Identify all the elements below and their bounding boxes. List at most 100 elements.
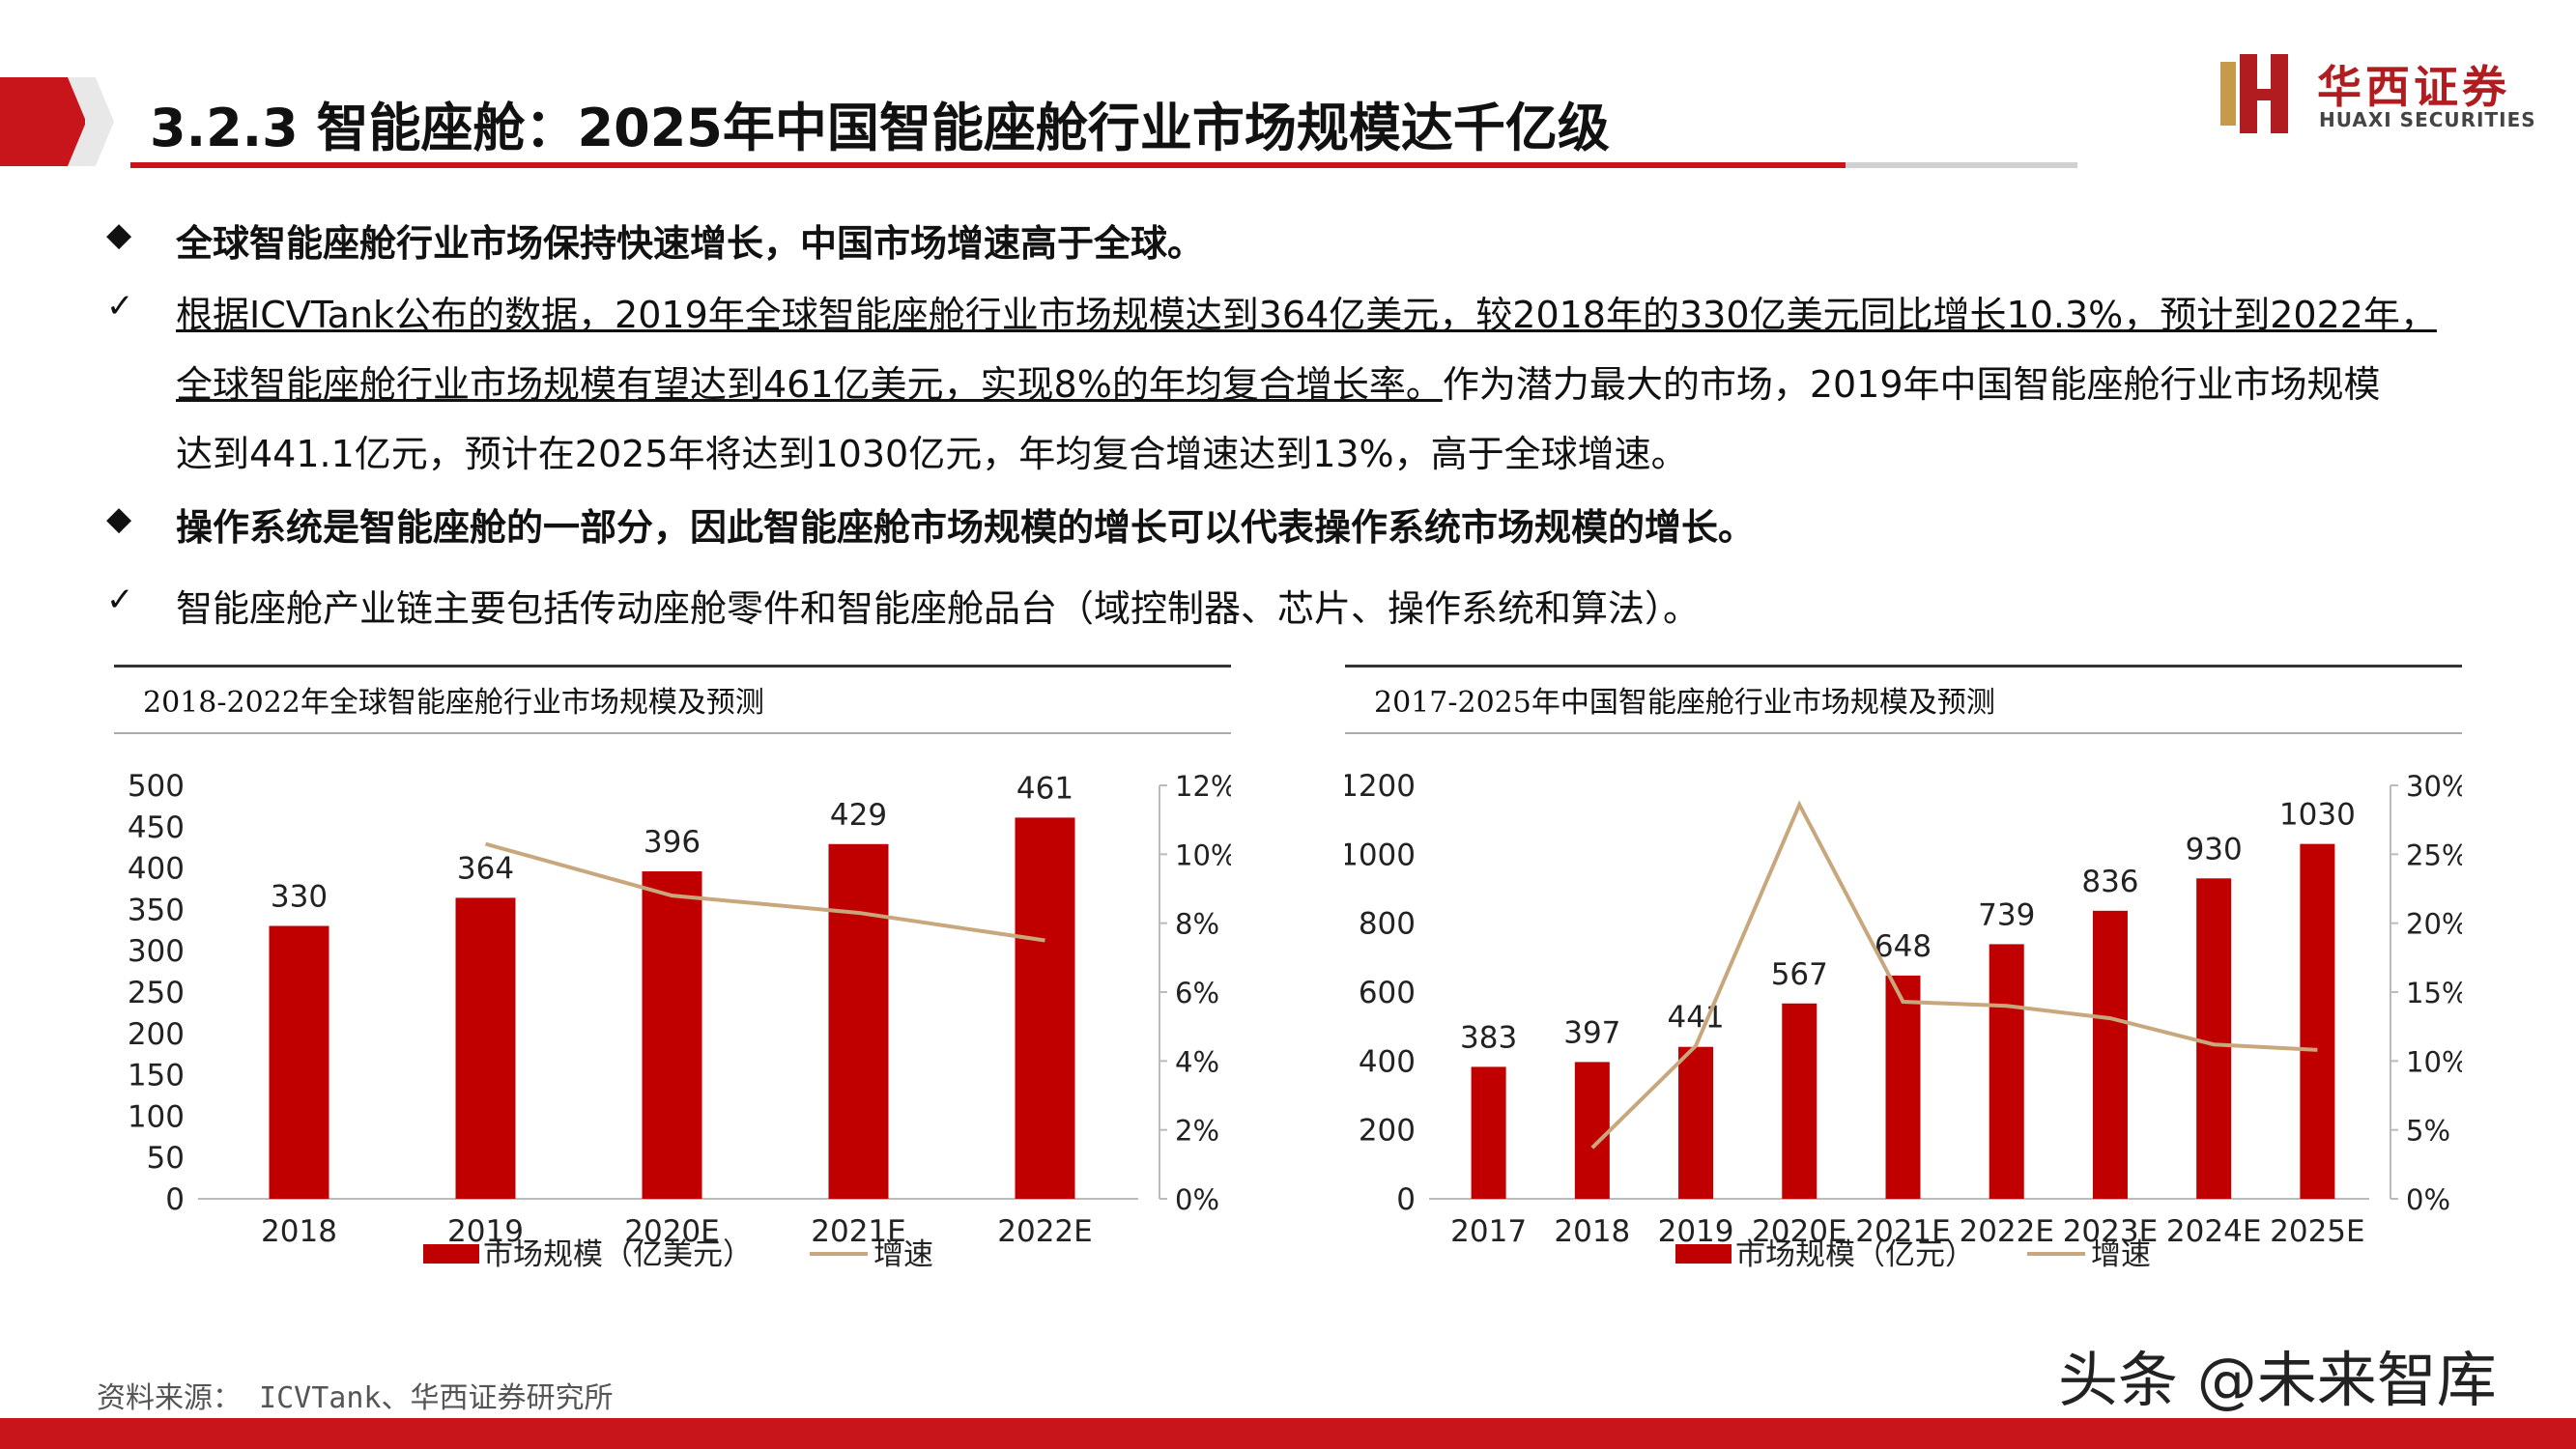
y-tick-label: 200	[1359, 1114, 1416, 1149]
y-tick-label: 400	[128, 852, 185, 887]
logo-text-cn: 华西证券	[2317, 61, 2510, 113]
x-tick-label: 2022E	[997, 1214, 1092, 1249]
y2-tick-label: 15%	[2406, 977, 2462, 1009]
title-underline	[130, 162, 1846, 168]
bar-value-label: 383	[1460, 1020, 1517, 1055]
y-tick-label: 100	[128, 1099, 185, 1134]
y2-tick-label: 8%	[1175, 908, 1219, 941]
bar	[828, 843, 889, 1199]
y-tick-label: 350	[128, 893, 185, 927]
chart-plot: 0 50 100 150 200 250 300 350 400 450 500 0% 2% 4% 6% 8%…	[128, 769, 1231, 1272]
y-tick-label: 50	[147, 1141, 185, 1176]
watermark: 头条 @未来智库	[2058, 1345, 2497, 1415]
y2-tick-label: 10%	[1175, 838, 1231, 871]
bar	[1471, 1066, 1506, 1199]
logo-text-en: HUAXI SECURITIES	[2319, 108, 2536, 131]
bar-value-label: 930	[2186, 832, 2243, 867]
x-tick-label: 2022E	[1959, 1214, 2053, 1249]
bar	[1885, 975, 1921, 1199]
chart-top-rule	[114, 665, 1231, 668]
bar-value-label: 364	[457, 851, 514, 886]
legend-bar-swatch	[1675, 1244, 1732, 1264]
growth-line	[1590, 800, 2318, 1150]
bar-value-label: 396	[644, 825, 701, 860]
y2-tick-label: 4%	[1175, 1045, 1219, 1078]
diamond-bullet-icon: ◆	[106, 499, 132, 538]
check-item-1-line-3: 达到441.1亿元，预计在2025年将达到1030亿元，年均复合增速达到13%，…	[176, 433, 1688, 475]
bar	[2092, 910, 2128, 1199]
bar	[642, 871, 702, 1199]
bar	[1678, 1046, 1714, 1199]
y2-tick-label: 12%	[1175, 770, 1231, 803]
y2-tick-label: 25%	[2406, 838, 2462, 871]
legend-line-label: 增速	[873, 1237, 933, 1272]
x-tick-label: 2023E	[2063, 1214, 2158, 1249]
y2-tick-label: 6%	[1175, 977, 1219, 1009]
bar	[269, 925, 329, 1199]
x-tick-label: 2018	[261, 1214, 337, 1249]
y2-tick-label: 0%	[1175, 1183, 1219, 1216]
bar-value-label: 1030	[2279, 798, 2356, 833]
x-tick-label: 2024E	[2166, 1214, 2261, 1249]
check-item-1: ✓ 根据ICVTank公布的数据，2019年全球智能座舱行业市场规模达到364亿…	[106, 280, 2437, 489]
y-tick-label: 800	[1359, 907, 1416, 942]
chart-top-rule	[1345, 665, 2462, 668]
check-bullet-icon: ✓	[106, 287, 134, 326]
bar-value-label: 461	[1016, 771, 1073, 806]
x-tick-label: 2021E	[811, 1214, 905, 1249]
bar	[455, 897, 516, 1199]
legend-bar-swatch	[423, 1244, 479, 1264]
y-tick-label: 200	[128, 1017, 185, 1052]
footer-bar	[0, 1418, 2576, 1449]
chart-title-rule	[114, 732, 1231, 734]
x-tick-label: 2021E	[1855, 1214, 1950, 1249]
y2-tick-label: 10%	[2406, 1045, 2462, 1078]
y-tick-label: 300	[128, 934, 185, 969]
legend-line-label: 增速	[2091, 1237, 2151, 1272]
page-title: 3.2.3 智能座舱：2025年中国智能座舱行业市场规模达千亿级	[150, 98, 1610, 158]
x-tick-label: 2025E	[2270, 1214, 2364, 1249]
y-tick-label: 600	[1359, 976, 1416, 1010]
y2-tick-label: 30%	[2406, 770, 2462, 803]
x-tick-label: 2020E	[624, 1214, 719, 1249]
bar	[2196, 878, 2232, 1199]
y-tick-label: 450	[128, 810, 185, 845]
check-item-1-line-2-underlined: 全球智能座舱行业市场规模有望达到461亿美元，实现8%的年均复合增长率。	[176, 363, 1443, 406]
y-tick-label: 150	[128, 1059, 185, 1094]
y-tick-label: 250	[128, 976, 185, 1010]
y2-tick-label: 5%	[2406, 1115, 2450, 1148]
x-tick-label: 2017	[1450, 1214, 1527, 1249]
source-note: 资料来源： ICVTank、华西证券研究所	[97, 1381, 614, 1415]
y-tick-label: 500	[128, 769, 185, 804]
chart-plot: 0 200 400 600 800 1000 1200 0% 5% 10% 15% 20% 25% 30%…	[1345, 769, 2462, 1272]
bar	[1782, 1003, 1818, 1199]
bar	[1989, 944, 2024, 1199]
check-item-2-text: 智能座舱产业链主要包括传动座舱零件和智能座舱品台（域控制器、芯片、操作系统和算法…	[176, 587, 1701, 630]
check-bullet-icon: ✓	[106, 581, 134, 619]
bar-value-label: 739	[1978, 897, 2035, 932]
x-tick-label: 2019	[447, 1214, 524, 1249]
bar	[1574, 1062, 1610, 1199]
check-item-2: ✓ 智能座舱产业链主要包括传动座舱零件和智能座舱品台（域控制器、芯片、操作系统和…	[106, 574, 1700, 643]
y2-tick-label: 0%	[2406, 1183, 2450, 1216]
bar-value-label: 836	[2081, 865, 2138, 899]
bullet-1: ◆ 全球智能座舱行业市场保持快速增长，中国市场增速高于全球。	[106, 209, 1204, 278]
y2-tick-label: 20%	[2406, 908, 2462, 941]
y-tick-label: 1200	[1345, 769, 1416, 804]
y-tick-label: 0	[165, 1182, 185, 1217]
x-tick-label: 2020E	[1752, 1214, 1846, 1249]
legend-bar-label: 市场规模（亿元）	[1735, 1237, 1975, 1272]
title-underline-grey	[1846, 162, 2077, 168]
bar	[1015, 817, 1075, 1199]
growth-line	[484, 841, 1045, 943]
chart-title-rule	[1345, 732, 2462, 734]
chart-title: 2017-2025年中国智能座舱行业市场规模及预测	[1374, 686, 1995, 720]
bar-value-label: 397	[1563, 1015, 1620, 1050]
bar-value-label: 441	[1667, 1001, 1724, 1036]
bullet-2: ◆ 操作系统是智能座舱的一部分，因此智能座舱市场规模的增长可以代表操作系统市场规…	[106, 493, 1755, 562]
legend-bar-label: 市场规模（亿美元）	[483, 1237, 753, 1272]
check-item-1-line-2: 作为潜力最大的市场，2019年中国智能座舱行业市场规模	[1442, 363, 2381, 406]
y-tick-label: 1000	[1345, 838, 1416, 872]
y-tick-label: 400	[1359, 1044, 1416, 1079]
x-tick-label: 2019	[1658, 1214, 1734, 1249]
